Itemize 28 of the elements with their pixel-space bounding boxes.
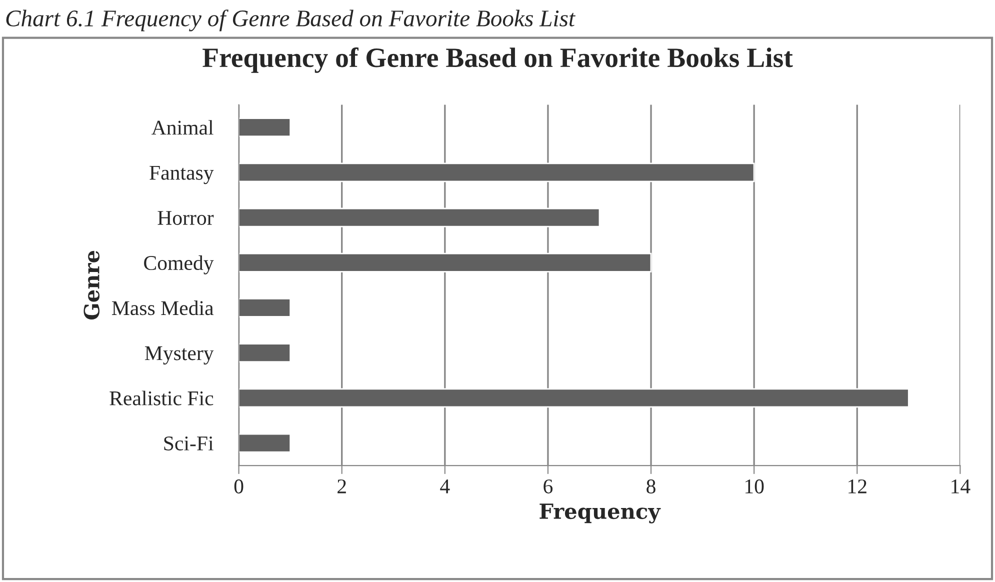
y-tick-label: Comedy [144,255,214,274]
bar [238,252,652,272]
bar [238,388,910,408]
x-tick-label: 0 [234,479,244,494]
y-tick-label: Horror [158,211,214,225]
bar [238,343,292,363]
x-axis-title: Frequency [540,504,661,524]
y-tick-label: Fantasy [150,166,214,184]
x-tick-label: 6 [544,479,553,494]
y-tick-label: Mass Media [112,300,214,316]
x-tick-label: 8 [646,479,656,494]
x-tick-label: 12 [848,479,866,494]
bar [238,298,292,318]
chart-title: Frequency of Genre Based on Favorite Books List [202,47,793,73]
x-tick-label: 14 [952,480,970,494]
bar [238,208,600,228]
x-tick-label: 10 [745,479,764,494]
x-tick-label: 2 [338,479,346,494]
y-tick-label: Sci-Fi [164,436,214,450]
y-axis-title: Genre [84,250,100,320]
bar [238,162,755,182]
caption: Chart 6.1 Frequency of Genre Based on Favorite Books List [6,10,576,32]
y-tick-label: Animal [152,120,214,135]
bar [238,433,292,453]
bar [238,118,292,138]
y-tick-label: Realistic Fic [110,390,214,406]
y-tick-label: Mystery [144,346,214,365]
x-tick-label: 4 [440,480,450,494]
